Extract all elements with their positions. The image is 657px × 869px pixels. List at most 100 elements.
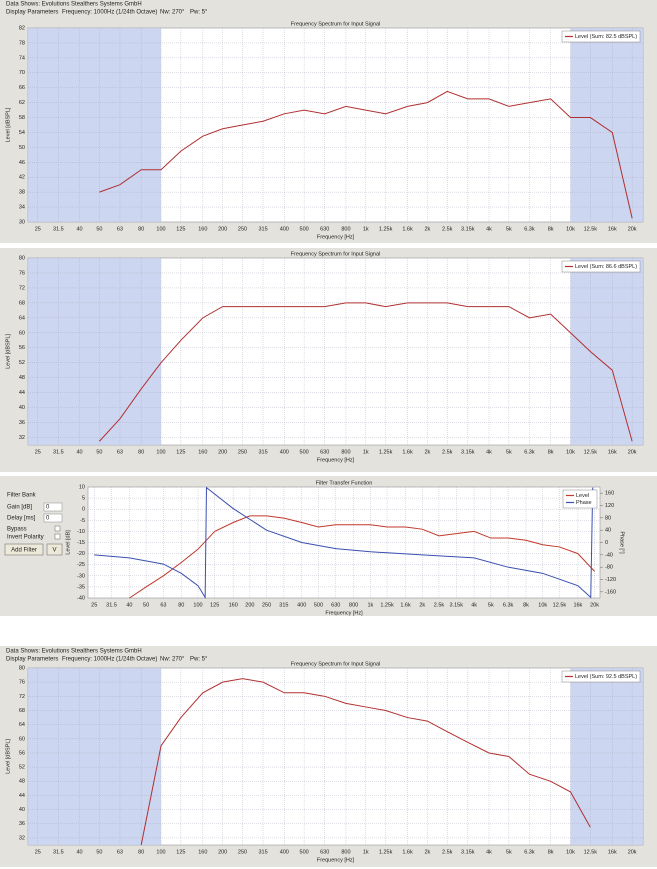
legend-label: Level (Sum: 86.6 dBSPL) [575,264,637,270]
x-tick-label: 2.5k [442,849,453,855]
x-tick-label: 20k [628,449,637,455]
header-nw: Nw: 270° [160,657,185,663]
x-tick-label: 125 [210,602,219,608]
legend-box [561,260,641,273]
x-tick-label: 12.5k [584,449,598,455]
x-axis-label: Frequency [Hz] [317,234,355,240]
x-tick-label: 8k [523,602,529,608]
x-tick-label: 5k [506,849,512,855]
invert-checkbox[interactable] [54,533,61,540]
y2-tick-label: -40 [605,552,613,558]
header-params: Display Parameters [6,10,58,16]
y2-tick-label: -80 [605,565,613,571]
x-tick-label: 40 [76,449,82,455]
y-axis-label: Level [dBSPL] [5,739,11,774]
x-tick-label: 4k [486,849,492,855]
x-tick-label: 200 [218,849,227,855]
x-tick-label: 20k [628,226,637,232]
y-tick-label: 64 [19,315,25,321]
y2-tick-label: 40 [605,528,611,534]
v-button[interactable] [46,543,63,556]
delay-input[interactable] [43,513,63,523]
x-tick-label: 16k [608,449,617,455]
x-tick-label: 31.5 [106,602,117,608]
x-tick-label: 100 [193,602,202,608]
y-tick-label: 34 [19,205,25,211]
gain-input[interactable] [43,502,63,512]
x-tick-label: 3.15k [461,849,475,855]
x-tick-label: 800 [341,849,350,855]
x-tick-label: 12.5k [584,849,598,855]
y2-axis-label: Phase [°] [619,531,625,554]
x-tick-label: 50 [143,602,149,608]
x-tick-label: 125 [176,449,185,455]
series-line [94,486,594,600]
add-filter-button[interactable] [4,543,44,556]
x-tick-label: 315 [258,849,267,855]
x-tick-label: 20k [590,602,599,608]
y-tick-label: 32 [19,835,25,841]
x-tick-label: 250 [238,849,247,855]
x-tick-label: 25 [35,226,41,232]
x-tick-label: 125 [176,849,185,855]
x-tick-label: 4k [471,602,477,608]
x-tick-label: 2k [419,602,425,608]
x-tick-label: 1.6k [402,849,413,855]
x-tick-label: 80 [138,226,144,232]
y-tick-label: 58 [19,115,25,121]
x-tick-label: 12.5k [584,226,598,232]
legend-label: Level (Sum: 82.5 dBSPL) [575,34,637,40]
x-tick-label: 315 [279,602,288,608]
y-tick-label: 0 [82,507,85,513]
x-tick-label: 16k [573,602,582,608]
y-tick-label: -5 [80,518,85,524]
x-tick-label: 400 [297,602,306,608]
filter-bank-title: Filter Bank [7,493,37,499]
series-line [99,302,633,442]
x-tick-label: 63 [117,849,123,855]
y-tick-label: 40 [19,405,25,411]
x-tick-label: 50 [96,226,102,232]
x-tick-label: 40 [76,226,82,232]
header-company: Data Shows: Evolutions Stealthers System… [6,2,142,8]
x-tick-label: 800 [341,449,350,455]
x-tick-label: 40 [76,849,82,855]
x-tick-label: 160 [229,602,238,608]
y-tick-label: 82 [19,25,25,31]
y-tick-label: 52 [19,765,25,771]
header-frequency: Frequency: 1000Hz (1/24th Octave) [62,10,157,16]
y-axis-label: Level [dB] [65,530,71,555]
y-tick-label: 5 [82,496,85,502]
y-tick-label: 54 [19,130,25,136]
x-tick-label: 100 [156,849,165,855]
x-tick-label: 100 [156,449,165,455]
x-tick-label: 200 [218,449,227,455]
y-tick-label: 46 [19,160,25,166]
x-tick-label: 80 [138,449,144,455]
x-tick-label: 1.6k [402,226,413,232]
header-frequency: Frequency: 1000Hz (1/24th Octave) [62,657,157,663]
y2-tick-label: -120 [605,577,616,583]
y-tick-label: 74 [19,55,25,61]
x-tick-label: 5k [506,449,512,455]
bypass-checkbox[interactable] [54,525,61,532]
x-axis-label: Frequency [Hz] [317,457,355,463]
x-tick-label: 5k [506,226,512,232]
y-tick-label: 52 [19,360,25,366]
x-tick-label: 200 [218,226,227,232]
x-tick-label: 160 [198,449,207,455]
y-tick-label: 30 [19,219,25,225]
y-tick-label: 64 [19,722,25,728]
header-params: Display Parameters [6,657,58,663]
header-company: Data Shows: Evolutions Stealthers System… [6,649,142,655]
x-tick-label: 800 [349,602,358,608]
x-tick-label: 4k [486,449,492,455]
x-tick-label: 3.15k [450,602,464,608]
y-tick-label: 36 [19,420,25,426]
y-tick-label: 68 [19,300,25,306]
y-tick-label: 10 [79,484,85,490]
header-pw: Pw: 5° [190,657,208,663]
y-tick-label: -10 [77,529,85,535]
y-tick-label: -20 [77,551,85,557]
